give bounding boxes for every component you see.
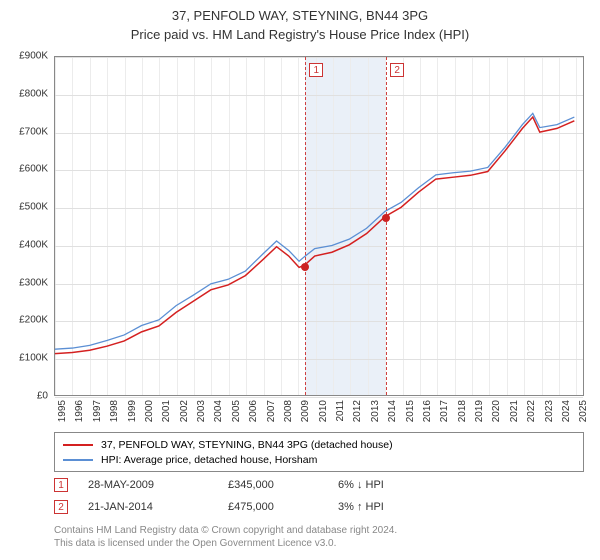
- chart-lines-svg: [55, 57, 583, 395]
- sale-index-box: 2: [54, 500, 68, 514]
- xtick-label: 2004: [213, 400, 224, 430]
- xtick-label: 1999: [127, 400, 138, 430]
- xtick-label: 2018: [457, 400, 468, 430]
- xtick-label: 2016: [422, 400, 433, 430]
- chart-title-sub: Price paid vs. HM Land Registry's House …: [0, 23, 600, 48]
- xtick-label: 2023: [544, 400, 555, 430]
- ytick-label: £200K: [4, 315, 48, 326]
- sale-hpi: 3% ↑ HPI: [338, 501, 448, 513]
- xtick-label: 2012: [352, 400, 363, 430]
- ytick-label: £900K: [4, 51, 48, 62]
- xtick-label: 2007: [266, 400, 277, 430]
- chart-plot-area: 12: [54, 56, 584, 396]
- xtick-label: 2009: [300, 400, 311, 430]
- legend-label: 37, PENFOLD WAY, STEYNING, BN44 3PG (det…: [101, 439, 393, 451]
- sale-marker-1: 1: [309, 63, 323, 77]
- xtick-label: 2013: [370, 400, 381, 430]
- footnote-line2: This data is licensed under the Open Gov…: [54, 537, 584, 550]
- sale-vline: [386, 57, 387, 395]
- xtick-label: 1998: [109, 400, 120, 430]
- sale-marker-2: 2: [390, 63, 404, 77]
- xtick-label: 2017: [439, 400, 450, 430]
- xtick-label: 1995: [57, 400, 68, 430]
- ytick-label: £400K: [4, 239, 48, 250]
- xtick-label: 2003: [196, 400, 207, 430]
- sale-price: £345,000: [228, 479, 338, 491]
- ytick-label: £800K: [4, 88, 48, 99]
- xtick-label: 2010: [318, 400, 329, 430]
- xtick-label: 2021: [509, 400, 520, 430]
- legend-row-property_price: 37, PENFOLD WAY, STEYNING, BN44 3PG (det…: [63, 437, 575, 452]
- xtick-label: 2015: [405, 400, 416, 430]
- ytick-label: £100K: [4, 353, 48, 364]
- xtick-label: 2025: [578, 400, 589, 430]
- xtick-label: 2008: [283, 400, 294, 430]
- xtick-label: 2019: [474, 400, 485, 430]
- sale-price: £475,000: [228, 501, 338, 513]
- sale-date: 21-JAN-2014: [88, 501, 228, 513]
- xtick-label: 1997: [92, 400, 103, 430]
- xtick-label: 2020: [491, 400, 502, 430]
- sale-row-1: 1 28-MAY-2009£345,0006% ↓ HPI: [54, 478, 584, 492]
- xtick-label: 2001: [161, 400, 172, 430]
- footnote-line1: Contains HM Land Registry data © Crown c…: [54, 524, 584, 537]
- footnote: Contains HM Land Registry data © Crown c…: [54, 524, 584, 550]
- legend-swatch: [63, 444, 93, 446]
- ytick-label: £700K: [4, 126, 48, 137]
- chart-title-address: 37, PENFOLD WAY, STEYNING, BN44 3PG: [0, 0, 600, 23]
- sale-dot-2: [382, 214, 390, 222]
- sale-index-box: 1: [54, 478, 68, 492]
- xtick-label: 2005: [231, 400, 242, 430]
- xtick-label: 2024: [561, 400, 572, 430]
- legend-row-hpi: HPI: Average price, detached house, Hors…: [63, 452, 575, 467]
- xtick-label: 2006: [248, 400, 259, 430]
- legend-label: HPI: Average price, detached house, Hors…: [101, 454, 317, 466]
- sale-hpi: 6% ↓ HPI: [338, 479, 448, 491]
- sale-dot-1: [301, 263, 309, 271]
- legend-swatch: [63, 459, 93, 461]
- xtick-label: 2014: [387, 400, 398, 430]
- sale-date: 28-MAY-2009: [88, 479, 228, 491]
- xtick-label: 2002: [179, 400, 190, 430]
- ytick-label: £600K: [4, 164, 48, 175]
- legend: 37, PENFOLD WAY, STEYNING, BN44 3PG (det…: [54, 432, 584, 472]
- gridline-h: [55, 397, 583, 398]
- sale-row-2: 2 21-JAN-2014£475,0003% ↑ HPI: [54, 500, 584, 514]
- ytick-label: £500K: [4, 202, 48, 213]
- series-hpi: [55, 113, 574, 349]
- ytick-label: £0: [4, 391, 48, 402]
- ytick-label: £300K: [4, 277, 48, 288]
- xtick-label: 2022: [526, 400, 537, 430]
- xtick-label: 2000: [144, 400, 155, 430]
- xtick-label: 1996: [74, 400, 85, 430]
- sale-vline: [305, 57, 306, 395]
- xtick-label: 2011: [335, 400, 346, 430]
- series-property_price: [55, 117, 574, 354]
